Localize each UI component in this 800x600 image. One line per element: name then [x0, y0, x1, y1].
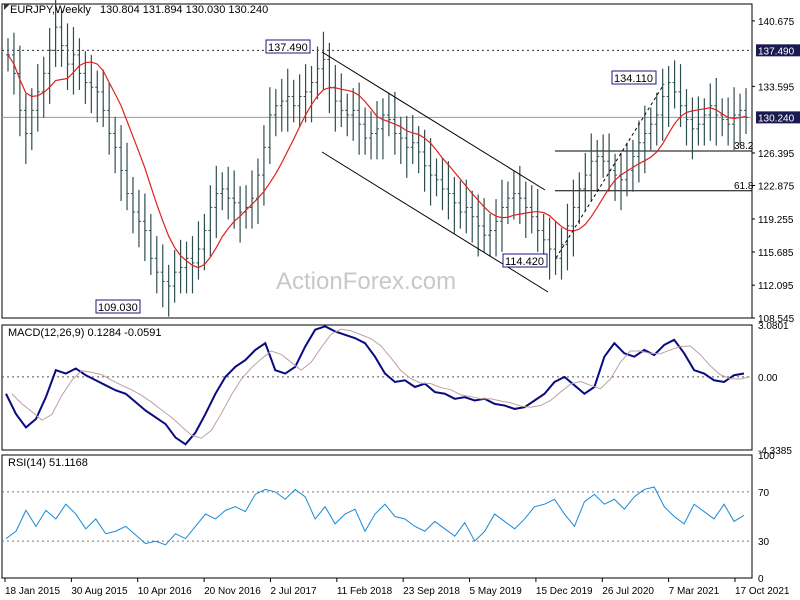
- y-tick-label: 126.395: [758, 149, 795, 160]
- y-tick-label: 140.675: [758, 17, 795, 28]
- watermark-logo: ActionForex.com: [276, 268, 456, 295]
- moving-average-line: [7, 54, 747, 269]
- macd-tick-label: 0.00: [758, 373, 778, 384]
- rsi-tick-label: 100: [758, 451, 775, 462]
- trend-dashed-line: [555, 83, 665, 259]
- price-annotation-label: 134.110: [614, 73, 653, 85]
- rsi-label: RSI(14) 51.1168: [8, 457, 88, 469]
- macd-signal-line: [11, 328, 751, 439]
- x-tick-label: 26 Jul 2020: [602, 586, 654, 597]
- macd-pane: 3.0801 0.00 -4.3385: [2, 321, 792, 457]
- x-tick-label: 15 Dec 2019: [536, 586, 593, 597]
- y-tick-label: 122.875: [758, 181, 795, 192]
- macd-line: [5, 325, 745, 446]
- pane-frame-2: [1, 454, 753, 579]
- pane-frame-0: [1, 3, 753, 319]
- price-annotation-box: [265, 39, 311, 54]
- price-annotation-box: [95, 299, 141, 314]
- macd-label: MACD(12,26,9) 0.1284 -0.0591: [8, 327, 161, 339]
- y-tick-label: 115.685: [758, 248, 794, 259]
- x-tick-label: 18 Jan 2015: [5, 586, 60, 597]
- x-tick-label: 2 Jul 2017: [270, 586, 317, 597]
- price-annotation-label: 109.030: [98, 302, 138, 314]
- pane-frames: [1, 3, 753, 579]
- price-annotation-box: [502, 253, 548, 268]
- x-tick-label: 7 Mar 2021: [669, 586, 720, 597]
- x-tick-label: 5 May 2019: [470, 586, 523, 597]
- macd-tick-label: 3.0801: [758, 321, 789, 332]
- y-tick-label: 133.595: [758, 82, 795, 93]
- rsi-tick-label: 30: [758, 537, 770, 548]
- x-tick-label: 20 Nov 2016: [204, 586, 261, 597]
- fib-level-label: 38.2: [734, 141, 754, 152]
- x-tick-label: 10 Apr 2016: [138, 586, 192, 597]
- y-tick-label: 130.240: [758, 113, 795, 124]
- price-pane: 38.2 61.8 137.490 109.030 114.420 134.110: [2, 0, 754, 317]
- chart-header: EURJPY,Weekly 130.804 131.894 130.030 13…: [10, 4, 268, 16]
- price-annotation-box: [611, 70, 657, 85]
- x-tick-label: 11 Feb 2018: [337, 586, 393, 597]
- rsi-tick-label: 70: [758, 488, 770, 499]
- ohlc-values: 130.804 131.894 130.030 130.240: [100, 4, 268, 16]
- channel-lower-line: [321, 151, 549, 293]
- price-tag-3: [756, 111, 800, 124]
- rsi-pane: 100 70 30 0: [2, 451, 775, 585]
- rsi-line: [5, 486, 745, 546]
- symbol-title: EURJPY,Weekly: [10, 4, 91, 16]
- y-tick-label: 112.095: [758, 281, 794, 292]
- pane-frame-1: [1, 324, 753, 451]
- y-tick-label: 119.255: [758, 215, 794, 226]
- rsi-tick-label: 0: [758, 574, 764, 585]
- y-tick-label: 137.490: [758, 46, 795, 57]
- x-tick-label: 23 Sep 2018: [403, 586, 460, 597]
- price-annotation-label: 114.420: [505, 256, 544, 268]
- fib-level-label: 61.8: [734, 181, 754, 192]
- collapse-triangle-icon[interactable]: [4, 4, 10, 10]
- price-tag-1: [756, 44, 800, 57]
- x-tick-label: 30 Aug 2015: [71, 586, 128, 597]
- y-tick-label: 108.545: [758, 314, 795, 325]
- x-tick-label: 17 Oct 2021: [735, 586, 790, 597]
- price-annotation-label: 137.490: [268, 42, 308, 54]
- axis-labels: 140.675 137.490 133.595 130.240 126.395 122.8…: [4, 17, 800, 597]
- channel-upper-line: [321, 51, 546, 191]
- macd-tick-label: -4.3385: [758, 446, 792, 457]
